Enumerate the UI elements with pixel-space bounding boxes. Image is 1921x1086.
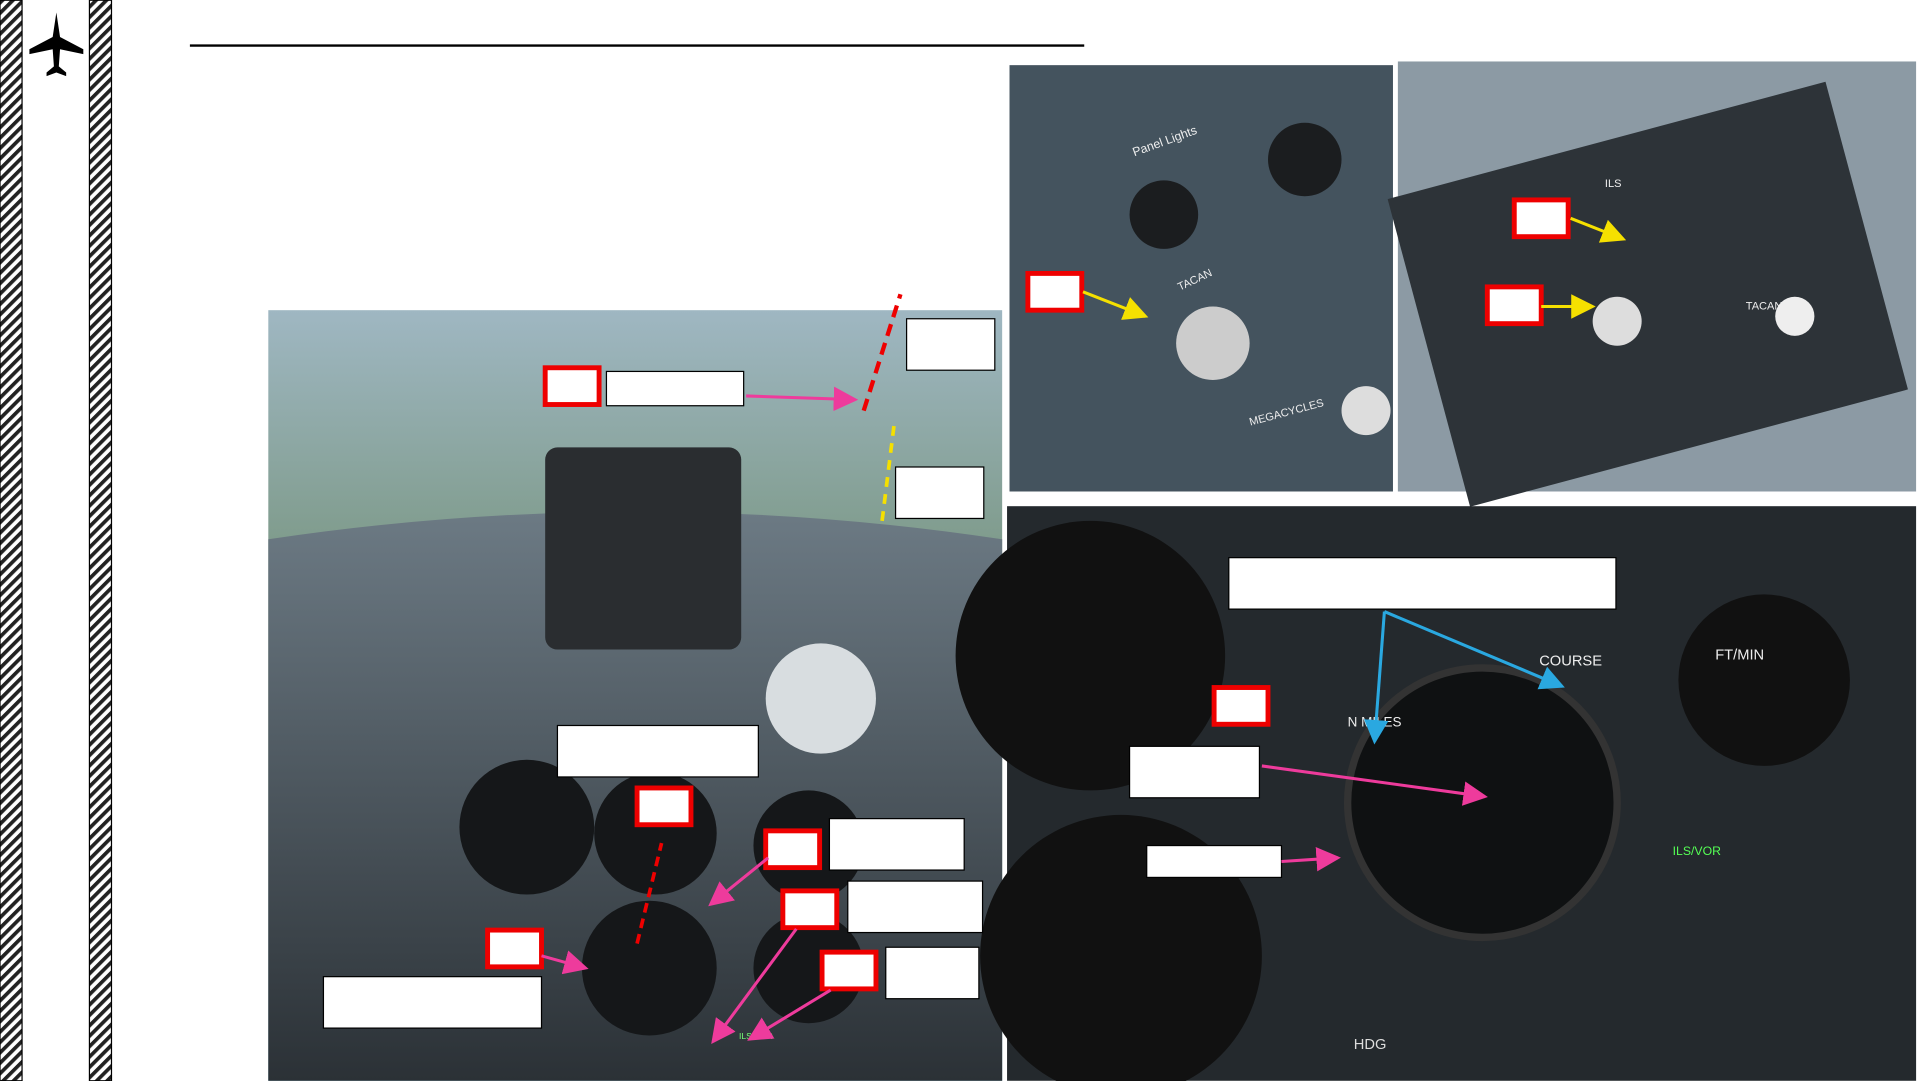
- plane-icon: [29, 12, 84, 77]
- marker-boxes: [485, 197, 1571, 992]
- nav-panel-photo: TACAN ILS: [1387, 61, 1917, 507]
- arrows: [541, 216, 1627, 1045]
- photo-label: ILS/VOR: [1673, 844, 1721, 858]
- photo-label: FT/MIN: [1715, 648, 1764, 664]
- radio-photo: Panel Lights TACAN MEGACYCLES: [1009, 65, 1393, 492]
- photo-label: COURSE: [1539, 654, 1602, 670]
- photo-label: TACAN: [1746, 300, 1783, 312]
- sidebar-stripe: [0, 0, 23, 1082]
- photo-label: ILS: [1605, 178, 1622, 190]
- callout-boxes: [322, 318, 1617, 1029]
- photo-label: HDG: [1354, 1037, 1387, 1053]
- sidebar-stripe: [88, 0, 113, 1082]
